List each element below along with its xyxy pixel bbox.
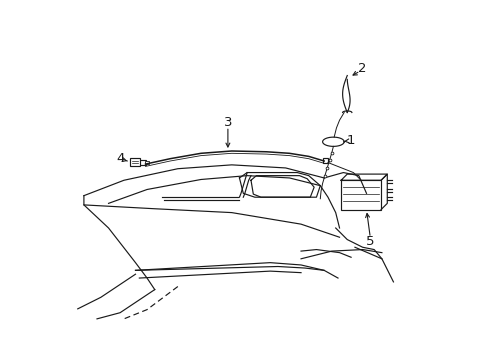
Text: 1: 1 xyxy=(346,134,354,147)
Bar xyxy=(139,160,145,165)
Bar xyxy=(341,180,380,210)
FancyBboxPatch shape xyxy=(129,158,140,166)
Text: 3: 3 xyxy=(223,116,232,129)
Bar xyxy=(322,158,327,163)
Text: 4: 4 xyxy=(117,152,125,165)
Bar xyxy=(144,161,148,164)
Text: 5: 5 xyxy=(366,235,374,248)
Text: 2: 2 xyxy=(358,62,366,75)
